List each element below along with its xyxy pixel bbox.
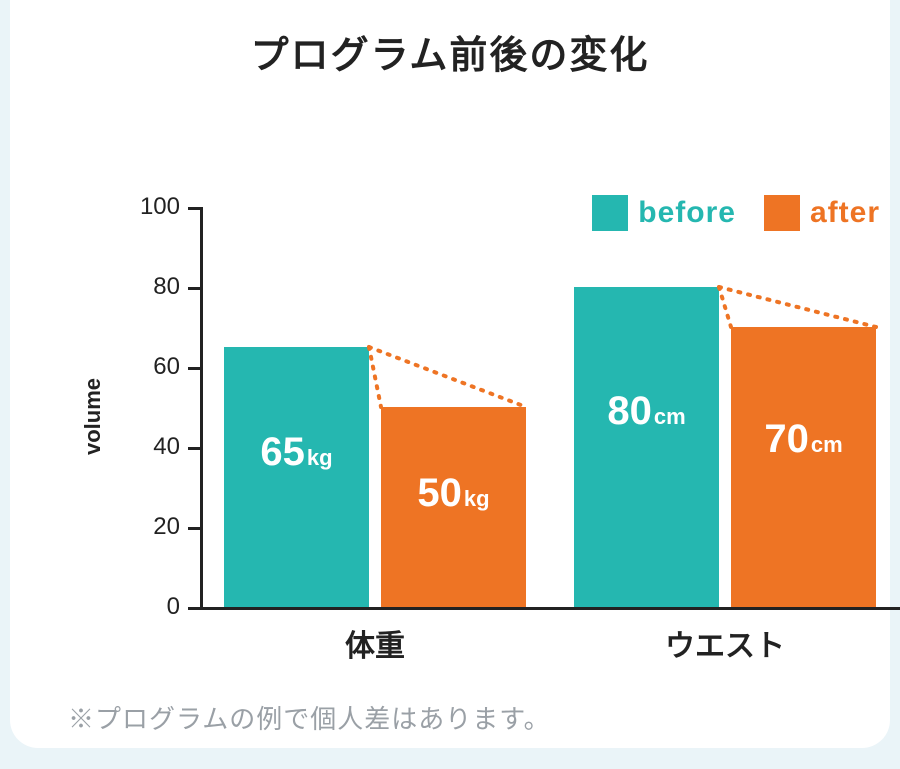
category-label: ウエスト — [574, 621, 876, 665]
page-background: プログラム前後の変化 020406080100volumebeforeafter… — [0, 0, 900, 769]
disclaimer-footnote: ※プログラムの例で個人差はあります。 — [68, 699, 850, 736]
content-card: プログラム前後の変化 020406080100volumebeforeafter… — [10, 0, 890, 748]
bar-value-before: 80cm — [574, 389, 719, 434]
x-axis — [200, 607, 900, 610]
y-tick — [188, 607, 200, 610]
bar-value-after: 70cm — [731, 417, 876, 462]
category-label: 体重 — [224, 621, 526, 665]
program-change-chart: 020406080100volumebeforeafter65kg50kg体重8… — [50, 107, 900, 677]
change-connector — [50, 107, 900, 607]
chart-title: プログラム前後の変化 — [50, 24, 850, 79]
